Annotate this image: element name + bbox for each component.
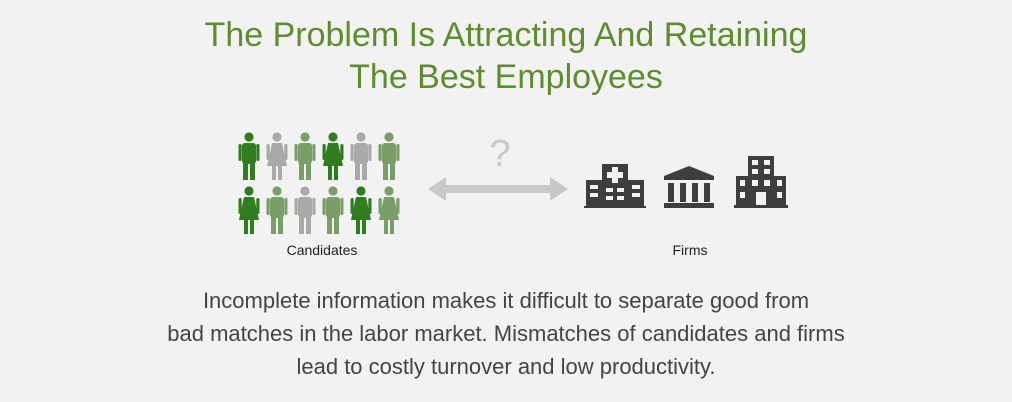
firms-label: Firms bbox=[672, 242, 708, 258]
question-mark: ? bbox=[489, 133, 511, 175]
description-line-2: bad matches in the labor market. Mismatc… bbox=[167, 321, 845, 346]
male-person-icon bbox=[378, 132, 400, 180]
female-person-icon bbox=[322, 132, 344, 180]
male-person-icon bbox=[322, 186, 344, 234]
bank-icon bbox=[664, 166, 714, 208]
male-person-icon bbox=[350, 132, 372, 180]
female-person-icon bbox=[350, 186, 372, 234]
description: Incomplete information makes it difficul… bbox=[0, 284, 1012, 383]
page-title: The Problem Is Attracting And Retaining … bbox=[0, 14, 1012, 98]
title-line-1: The Problem Is Attracting And Retaining bbox=[204, 16, 808, 54]
double-arrow-icon bbox=[428, 177, 568, 201]
hospital-icon bbox=[584, 164, 646, 208]
male-person-icon bbox=[266, 186, 288, 234]
female-person-icon bbox=[238, 186, 260, 234]
male-person-icon bbox=[294, 186, 316, 234]
female-person-icon bbox=[266, 132, 288, 180]
male-person-icon bbox=[238, 132, 260, 180]
description-line-3: lead to costly turnover and low producti… bbox=[296, 354, 716, 379]
description-line-1: Incomplete information makes it difficul… bbox=[202, 288, 810, 313]
office-building-icon bbox=[734, 156, 788, 208]
title-line-2: The Best Employees bbox=[349, 58, 663, 96]
male-person-icon bbox=[294, 132, 316, 180]
female-person-icon bbox=[378, 186, 400, 234]
candidates-group bbox=[238, 132, 410, 238]
candidates-label: Candidates bbox=[286, 242, 358, 258]
